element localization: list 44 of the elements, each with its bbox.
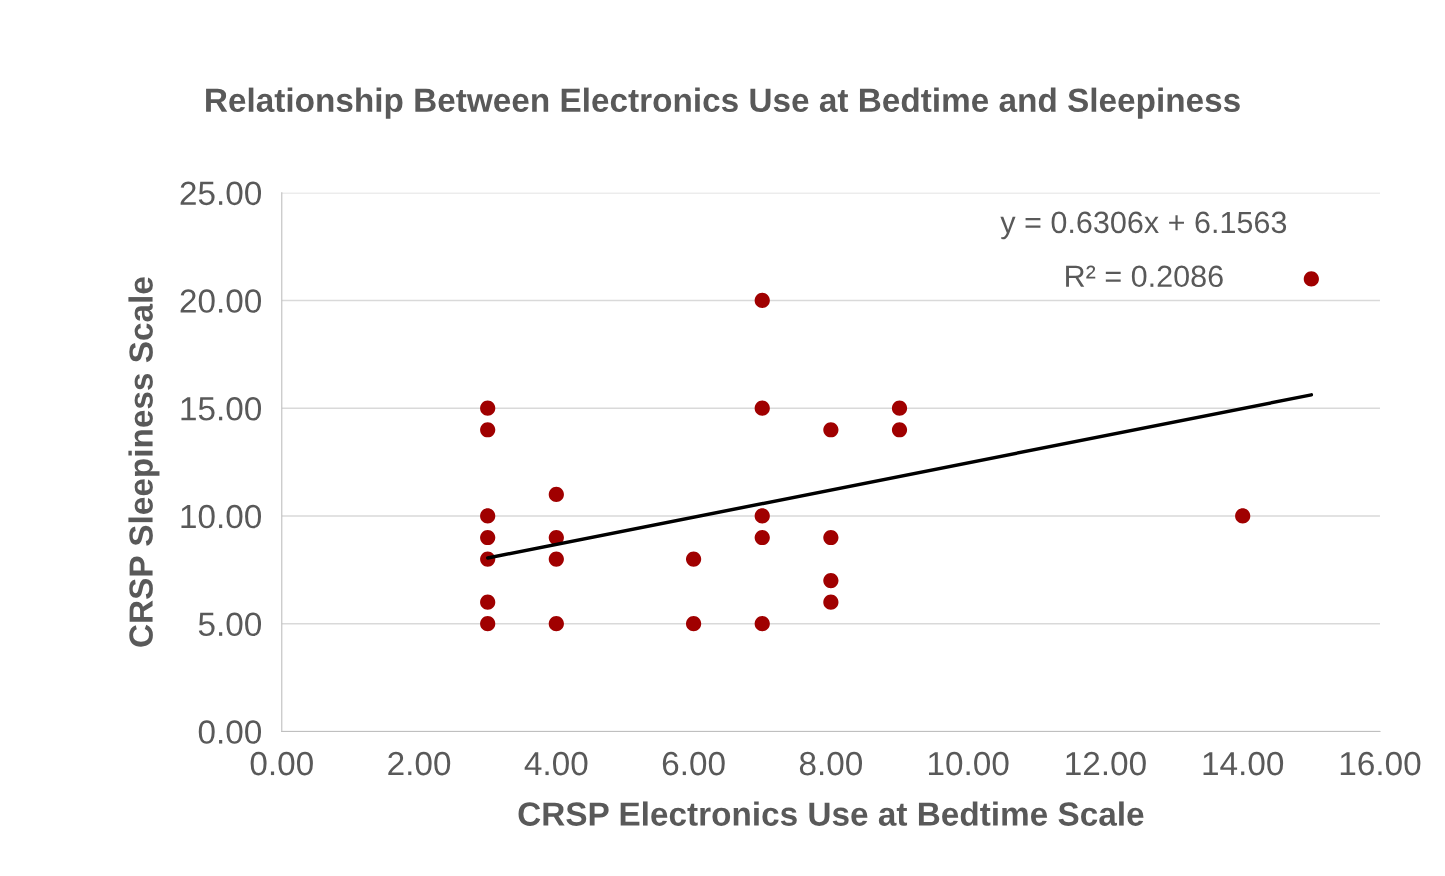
x-tick-label: 16.00 bbox=[1340, 751, 1421, 776]
x-tick-label: 6.00 bbox=[662, 751, 725, 776]
x-tick-label: 8.00 bbox=[799, 751, 863, 776]
point bbox=[823, 594, 839, 610]
point bbox=[754, 529, 770, 546]
point bbox=[548, 616, 564, 632]
point bbox=[891, 400, 908, 416]
point bbox=[480, 529, 496, 546]
annotation: R² = 0.2086 bbox=[1066, 265, 1223, 288]
point bbox=[548, 486, 564, 503]
point bbox=[754, 616, 770, 632]
point bbox=[754, 508, 770, 524]
x-tick-label: 10.00 bbox=[928, 751, 1009, 776]
point bbox=[480, 594, 496, 610]
y-tick-label: 0.00 bbox=[198, 720, 262, 744]
y-tick-label: 5.00 bbox=[198, 612, 262, 637]
point bbox=[548, 551, 564, 567]
y-axis-title: CRSP Sleepiness Scale bbox=[128, 277, 160, 647]
point bbox=[480, 616, 496, 632]
point bbox=[480, 422, 496, 438]
point bbox=[823, 529, 839, 546]
point bbox=[891, 422, 908, 438]
point bbox=[1235, 508, 1251, 524]
x-tick-label: 4.00 bbox=[524, 751, 588, 776]
x-tick-label: 0.00 bbox=[250, 751, 313, 776]
x-tick-label: 14.00 bbox=[1203, 751, 1284, 776]
point bbox=[754, 400, 770, 416]
y-tick-label: 25.00 bbox=[180, 181, 262, 206]
chart-title: Relationship Between Electronics Use at Bedtime and Sleepiness bbox=[206, 87, 1240, 119]
y-tick-label: 20.00 bbox=[180, 289, 262, 313]
point bbox=[480, 508, 496, 524]
point bbox=[480, 400, 496, 416]
point bbox=[685, 616, 702, 632]
annotation: y = 0.6306x + 6.1563 bbox=[1000, 211, 1287, 240]
y-tick-label: 10.00 bbox=[181, 504, 262, 529]
y-tick-label: 15.00 bbox=[181, 397, 262, 421]
point bbox=[823, 422, 839, 438]
x-tick-label: 2.00 bbox=[388, 751, 451, 776]
point bbox=[685, 551, 702, 567]
point bbox=[1303, 271, 1319, 287]
point bbox=[754, 292, 770, 309]
x-tick-label: 12.00 bbox=[1066, 751, 1146, 776]
point bbox=[823, 573, 839, 589]
x-axis-title: CRSP Electronics Use at Bedtime Scale bbox=[518, 801, 1144, 826]
